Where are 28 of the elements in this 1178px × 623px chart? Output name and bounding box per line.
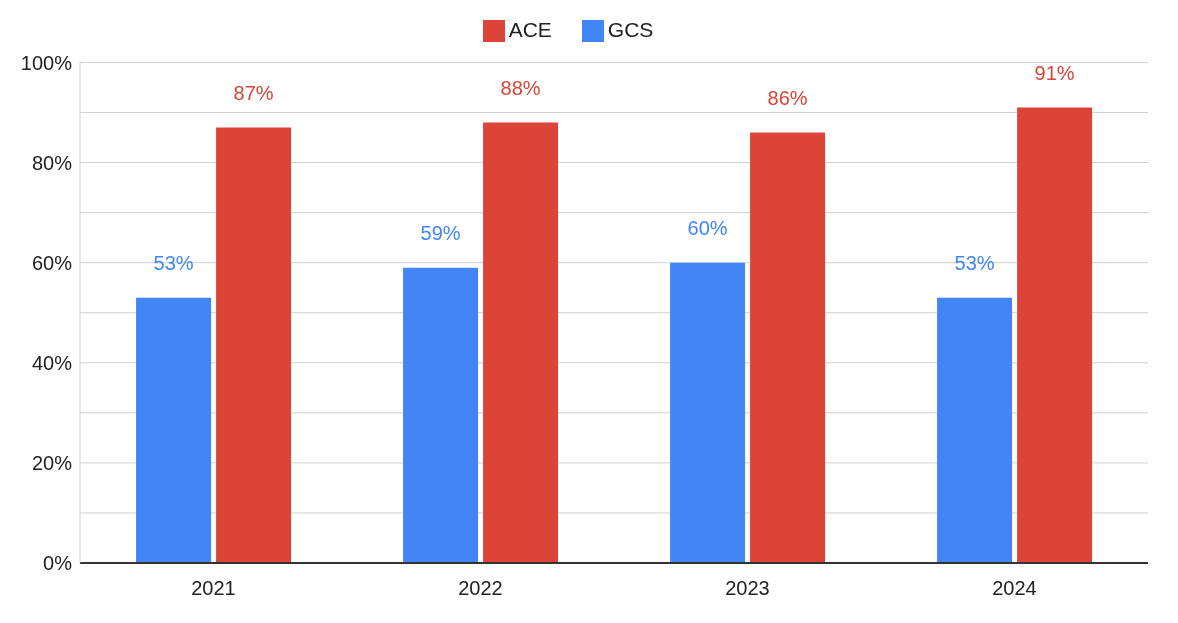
data-label: 86% <box>767 86 808 109</box>
data-label: 59% <box>420 221 461 244</box>
bar <box>1017 107 1093 563</box>
bar <box>750 132 826 563</box>
data-label: 53% <box>153 251 194 274</box>
data-label: 87% <box>233 81 274 104</box>
x-tick-label: 2021 <box>191 577 236 600</box>
bar <box>483 122 559 563</box>
legend-label: ACE <box>508 18 552 41</box>
y-tick-label: 60% <box>31 251 73 274</box>
data-label: 88% <box>500 76 541 99</box>
y-tick-label: 40% <box>31 351 73 374</box>
data-label: 91% <box>1034 61 1075 84</box>
y-tick-label: 80% <box>31 151 73 174</box>
legend-label: GCS <box>607 18 654 41</box>
y-tick-label: 20% <box>31 451 73 474</box>
bar <box>216 127 292 563</box>
bar <box>403 267 479 563</box>
x-tick-label: 2022 <box>458 577 503 600</box>
y-tick-label: 0% <box>43 552 73 575</box>
bar <box>670 262 746 563</box>
x-tick-label: 2024 <box>992 577 1037 600</box>
data-label: 53% <box>954 251 995 274</box>
data-label: 60% <box>687 216 728 239</box>
y-tick-label: 100% <box>20 51 73 74</box>
bar <box>937 297 1013 563</box>
bar <box>136 297 212 563</box>
x-tick-label: 2023 <box>725 577 770 600</box>
